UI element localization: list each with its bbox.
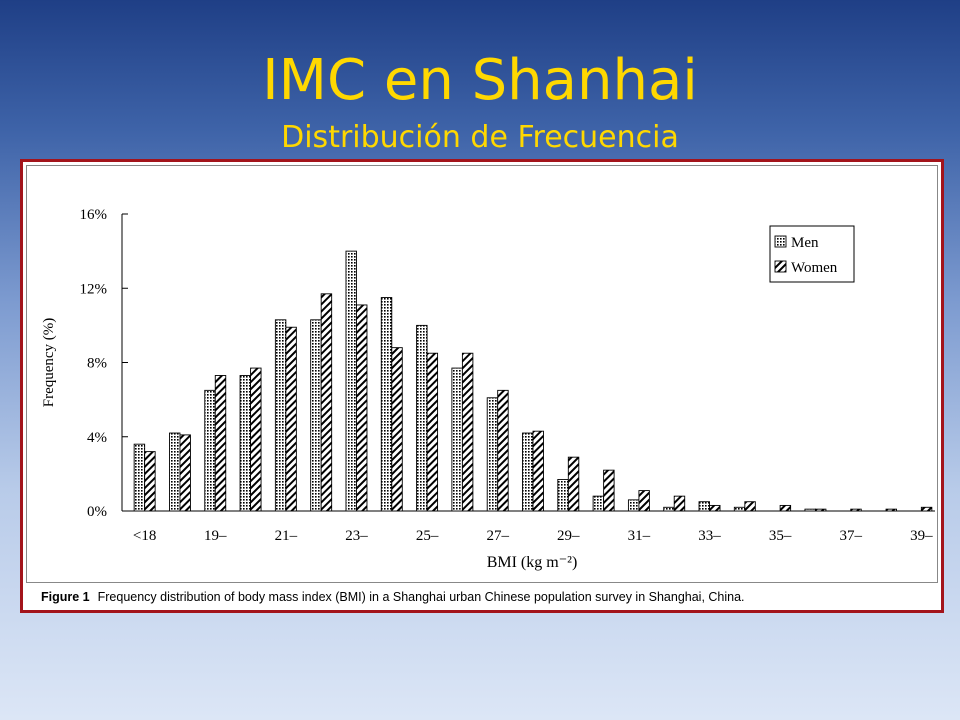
x-tick-label: 29– [557, 528, 580, 544]
y-tick-label: 0% [87, 504, 107, 520]
y-tick-label: 4% [87, 430, 107, 446]
figure-inner-box: 0% 4% 8% 12% 16% Frequency (%) <18 19– 21– 23– 25–… [26, 165, 938, 604]
bar-men [310, 319, 322, 512]
x-tick-label: 23– [345, 528, 368, 544]
bar-women [285, 326, 297, 512]
bar-men [663, 506, 675, 512]
bar-men [733, 506, 746, 512]
caption-label: Figure 1 [41, 590, 90, 604]
chart-labels: 0% 4% 8% 12% 16% Frequency (%) <18 19– 21– 23– 25–… [41, 207, 933, 571]
x-tick-label: <18 [133, 528, 156, 544]
bar-women [885, 508, 897, 512]
bar-women [814, 508, 827, 512]
x-axis-label: BMI (kg m⁻²) [487, 554, 578, 571]
bar-men [416, 324, 428, 512]
x-tick-label: 25– [416, 528, 439, 544]
bar-women [920, 506, 933, 512]
bar-men [169, 432, 181, 512]
bar-women [320, 293, 333, 512]
bar-men [486, 397, 499, 512]
bar-women [779, 504, 792, 512]
figure-caption: Figure 1 Frequency distribution of body m… [41, 590, 745, 604]
y-axis-label: Frequency (%) [41, 318, 57, 408]
bar-men [274, 319, 287, 512]
bar-women [532, 430, 544, 512]
legend-label-women: Women [791, 260, 838, 276]
y-tick-label: 8% [87, 356, 107, 372]
legend-swatch-women [774, 260, 787, 273]
bar-men [557, 478, 569, 512]
caption-text: Frequency distribution of body mass inde… [97, 590, 745, 604]
bar-men [592, 495, 605, 512]
bar-men [345, 250, 357, 512]
legend-label-men: Men [791, 235, 819, 251]
bar-men [239, 375, 252, 512]
bmi-frequency-chart: 0% 4% 8% 12% 16% Frequency (%) <18 19– 21– 23– 25–… [41, 207, 935, 571]
bar-men [698, 501, 710, 512]
bar-women [426, 352, 439, 512]
bar-women [850, 508, 862, 512]
chart-bars [133, 250, 933, 512]
y-tick-label: 12% [80, 281, 108, 297]
legend-box [769, 225, 855, 283]
bar-men [451, 367, 463, 512]
bar-women [250, 367, 262, 512]
bar-women [709, 504, 721, 512]
bar-women [603, 469, 615, 512]
bar-men [804, 508, 816, 512]
bar-men [204, 389, 216, 512]
chart-legend: Men Women [769, 225, 855, 283]
bar-women [497, 389, 509, 512]
bar-women [356, 304, 368, 512]
x-tick-label: 33– [698, 528, 721, 544]
x-tick-label: 35– [769, 528, 792, 544]
slide-title: IMC en Shanhai [262, 48, 698, 113]
bar-men [380, 297, 393, 512]
x-tick-label: 27– [486, 528, 509, 544]
bar-men [627, 499, 640, 512]
bar-women [144, 451, 156, 512]
figure-frame: 0% 4% 8% 12% 16% Frequency (%) <18 19– 21– 23– 25–… [20, 159, 944, 613]
bar-men [522, 432, 534, 512]
bar-women [214, 375, 227, 512]
x-tick-label: 19– [204, 528, 227, 544]
bar-women [179, 434, 191, 512]
bar-women [567, 456, 580, 512]
x-tick-label: 37– [839, 528, 862, 544]
bar-women [461, 352, 474, 512]
bar-women [673, 495, 686, 512]
x-tick-label: 21– [275, 528, 298, 544]
x-tick-label: 31– [628, 528, 651, 544]
bar-women [391, 347, 403, 512]
bar-women [744, 501, 756, 512]
y-tick-label: 16% [80, 207, 108, 223]
bar-men [133, 443, 146, 512]
legend-swatch-men [774, 235, 787, 248]
bar-women [638, 490, 650, 512]
slide-subtitle: Distribución de Frecuencia [281, 120, 679, 155]
x-tick-label: 39– [910, 528, 933, 544]
